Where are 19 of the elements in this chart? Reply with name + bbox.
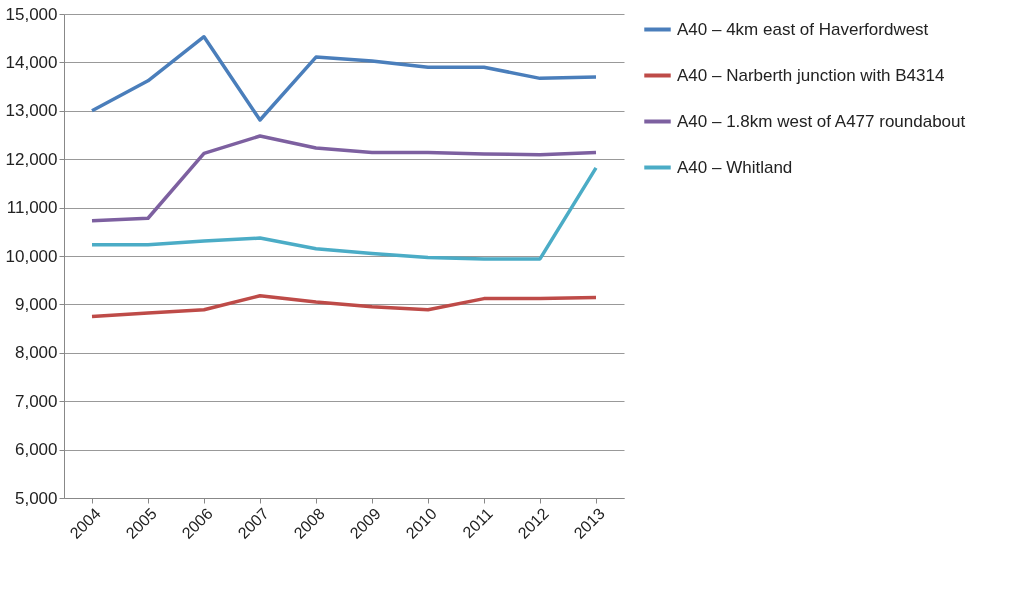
y-tick-label: 9,000 — [14, 294, 58, 314]
y-tick-label: 11,000 — [6, 198, 58, 218]
y-tick-label: 5,000 — [14, 488, 58, 508]
legend-label: A40 – Whitland — [677, 157, 793, 177]
y-tick-label: 15,000 — [5, 4, 58, 24]
line-series — [90, 134, 598, 223]
y-tick-label: 12,000 — [5, 149, 58, 169]
y-tick-label: 13,000 — [5, 101, 58, 121]
y-tick-label: 10,000 — [5, 246, 58, 266]
legend-label: A40 – 4km east of Haverfordwest — [677, 19, 929, 39]
line-series — [90, 166, 598, 261]
line-series — [90, 293, 598, 319]
legend-label: A40 – 1.8km west of A477 roundabout — [677, 111, 966, 131]
y-tick-label: 7,000 — [14, 391, 58, 411]
line-series — [90, 35, 598, 122]
y-tick-label: 6,000 — [14, 440, 58, 460]
legend-label: A40 – Narberth junction with B4314 — [677, 65, 945, 85]
y-tick-label: 8,000 — [14, 343, 58, 363]
y-tick-label: 14,000 — [5, 52, 58, 72]
